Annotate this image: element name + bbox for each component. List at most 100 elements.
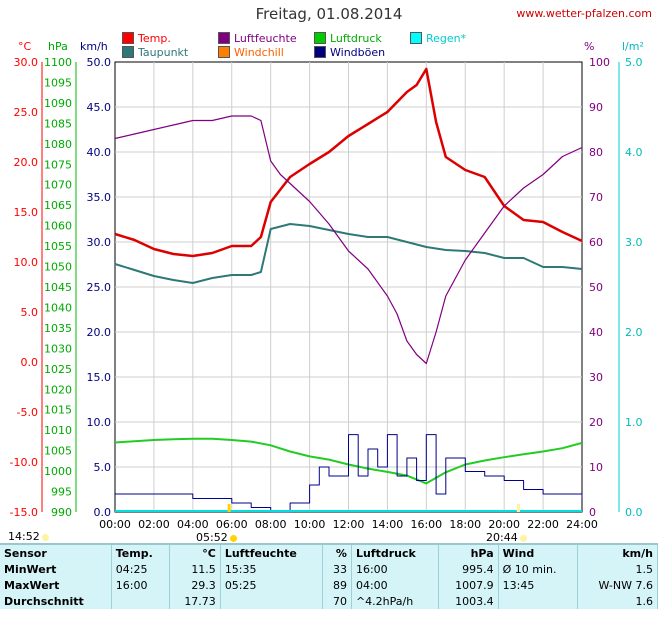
temp-tick-label: 5.0: [21, 306, 39, 319]
x-tick-label: 02:00: [138, 518, 170, 531]
x-tick-label: 14:00: [372, 518, 404, 531]
stats-header-row: Sensor Temp. °C Luftfeuchte % Luftdruck …: [0, 543, 658, 561]
pressure-tick-label: 1010: [44, 424, 72, 437]
wind-tick-label: 10.0: [87, 416, 112, 429]
temp-tick-label: 0.0: [21, 356, 39, 369]
stats-table: Sensor Temp. °C Luftfeuchte % Luftdruck …: [0, 543, 658, 609]
stats-row-max: MaxWert 16:00 29.3 05:25 89 04:00 1007.9…: [0, 577, 658, 593]
legend-label: Regen*: [426, 31, 467, 45]
x-tick-label: 08:00: [255, 518, 287, 531]
col-temp: Temp.: [111, 543, 170, 561]
humidity-time: [220, 593, 323, 609]
source-link[interactable]: www.wetter-pfalzen.com: [516, 7, 652, 20]
pressure-time: ^4.2hPa/h: [351, 593, 439, 609]
temp-tick-label: -5.0: [17, 406, 38, 419]
humidity-tick-label: 20: [589, 416, 603, 429]
wind-tick-label: 15.0: [87, 371, 112, 384]
pressure-tick-label: 1005: [44, 445, 72, 458]
series-line-temp: [114, 67, 583, 258]
series-line-luftfeuchte: [114, 115, 583, 365]
pressure-tick-label: 1025: [44, 363, 72, 376]
temp-axis-unit: °C: [18, 40, 32, 53]
rain-tick-label: 4.0: [625, 146, 643, 159]
col-humidity: Luftfeuchte: [220, 543, 323, 561]
series-line-taupunkt: [114, 223, 583, 284]
wind-value: W-NW 7.6: [577, 577, 658, 593]
humidity-tick-label: 40: [589, 326, 603, 339]
legend-label: Luftfeuchte: [234, 31, 297, 45]
pressure-tick-label: 1040: [44, 301, 72, 314]
x-tick-label: 22:00: [527, 518, 559, 531]
rain-tick-label: 3.0: [625, 236, 643, 249]
col-pressure-unit: hPa: [438, 543, 499, 561]
sunset-marker: 20:44: [486, 531, 527, 544]
stats-row-min: MinWert 04:25 11.5 15:35 33 16:00 995.4 …: [0, 561, 658, 577]
pressure-tick-label: 1045: [44, 281, 72, 294]
dawn-marker: 14:52: [8, 530, 49, 543]
rain-tick-label: 1.0: [625, 416, 643, 429]
humidity-tick-label: 0: [589, 506, 596, 519]
legend-item: Taupunkt: [122, 45, 188, 59]
humidity-value: 89: [322, 577, 352, 593]
x-tick-label: 18:00: [449, 518, 481, 531]
row-label: MaxWert: [0, 577, 112, 593]
pressure-value: 995.4: [438, 561, 499, 577]
legend: Temp. Luftfeuchte Luftdruck Regen* Taupunkt W…: [122, 31, 482, 59]
col-temp-unit: °C: [169, 543, 221, 561]
x-tick-label: 20:00: [488, 518, 520, 531]
x-tick-label: 12:00: [333, 518, 365, 531]
humidity-tick-label: 60: [589, 236, 603, 249]
pressure-tick-label: 990: [51, 506, 72, 519]
temp-tick-label: 15.0: [14, 206, 39, 219]
legend-item: Luftdruck: [314, 31, 382, 45]
temp-time: [111, 593, 170, 609]
temp-tick-label: 30.0: [14, 56, 39, 69]
x-tick-label: 00:00: [99, 518, 131, 531]
pressure-tick-label: 1050: [44, 261, 72, 274]
pressure-tick-label: 1070: [44, 179, 72, 192]
temp-value: 29.3: [169, 577, 221, 593]
weather-chart: 00:00 02:00 04:00 06:00 08:00 10:00 12:00 14:00…: [10, 56, 643, 531]
wind-tick-label: 45.0: [87, 101, 112, 114]
col-humidity-unit: %: [322, 543, 352, 561]
humidity-tick-label: 100: [589, 56, 610, 69]
pressure-tick-label: 1095: [44, 76, 72, 89]
sun-icon: [519, 534, 527, 542]
chart-title: Freitag, 01.08.2014: [255, 5, 403, 23]
humidity-tick-label: 10: [589, 461, 603, 474]
rain-tick-label: 0.0: [625, 506, 643, 519]
pressure-tick-label: 1030: [44, 342, 72, 355]
wind-tick-label: 30.0: [87, 236, 112, 249]
pressure-tick-label: 1060: [44, 220, 72, 233]
legend-swatch: [218, 46, 230, 58]
legend-label: Luftdruck: [330, 31, 382, 45]
wind-value: 1.6: [577, 593, 658, 609]
sun-icon: [229, 534, 237, 542]
pressure-value: 1007.9: [438, 577, 499, 593]
wind-tick-label: 20.0: [87, 326, 112, 339]
humidity-value: 33: [322, 561, 352, 577]
temp-tick-label: 20.0: [14, 156, 39, 169]
wind-tick-label: 35.0: [87, 191, 112, 204]
temp-tick-label: -10.0: [10, 456, 38, 469]
humidity-tick-label: 50: [589, 281, 603, 294]
wind-tick-label: 50.0: [87, 56, 112, 69]
legend-swatch: [218, 32, 230, 44]
legend-swatch: [122, 46, 134, 58]
legend-label: Taupunkt: [138, 45, 189, 59]
wind-tick-label: 40.0: [87, 146, 112, 159]
wind-time: [498, 593, 578, 609]
legend-item: Windchill: [218, 45, 284, 59]
pressure-tick-label: 1000: [44, 465, 72, 478]
row-label: MinWert: [0, 561, 112, 577]
pressure-time: 04:00: [351, 577, 439, 593]
pressure-tick-label: 1055: [44, 240, 72, 253]
humidity-tick-label: 90: [589, 101, 603, 114]
row-label: Durchschnitt: [0, 593, 112, 609]
wind-value: 1.5: [577, 561, 658, 577]
wind-time: 13:45: [498, 577, 578, 593]
x-tick-label: 06:00: [216, 518, 248, 531]
legend-swatch: [410, 32, 422, 44]
x-tick-label: 24:00: [566, 518, 598, 531]
pressure-tick-label: 1035: [44, 322, 72, 335]
